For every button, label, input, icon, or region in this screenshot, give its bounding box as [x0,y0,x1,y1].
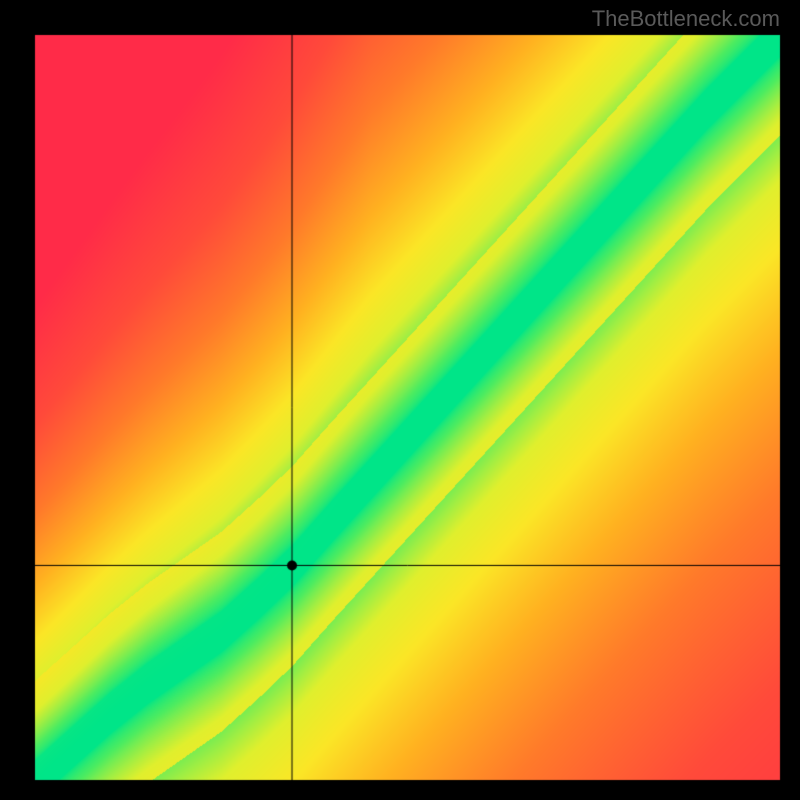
bottleneck-heatmap [0,0,800,800]
chart-container: TheBottleneck.com [0,0,800,800]
watermark-text: TheBottleneck.com [592,6,780,32]
